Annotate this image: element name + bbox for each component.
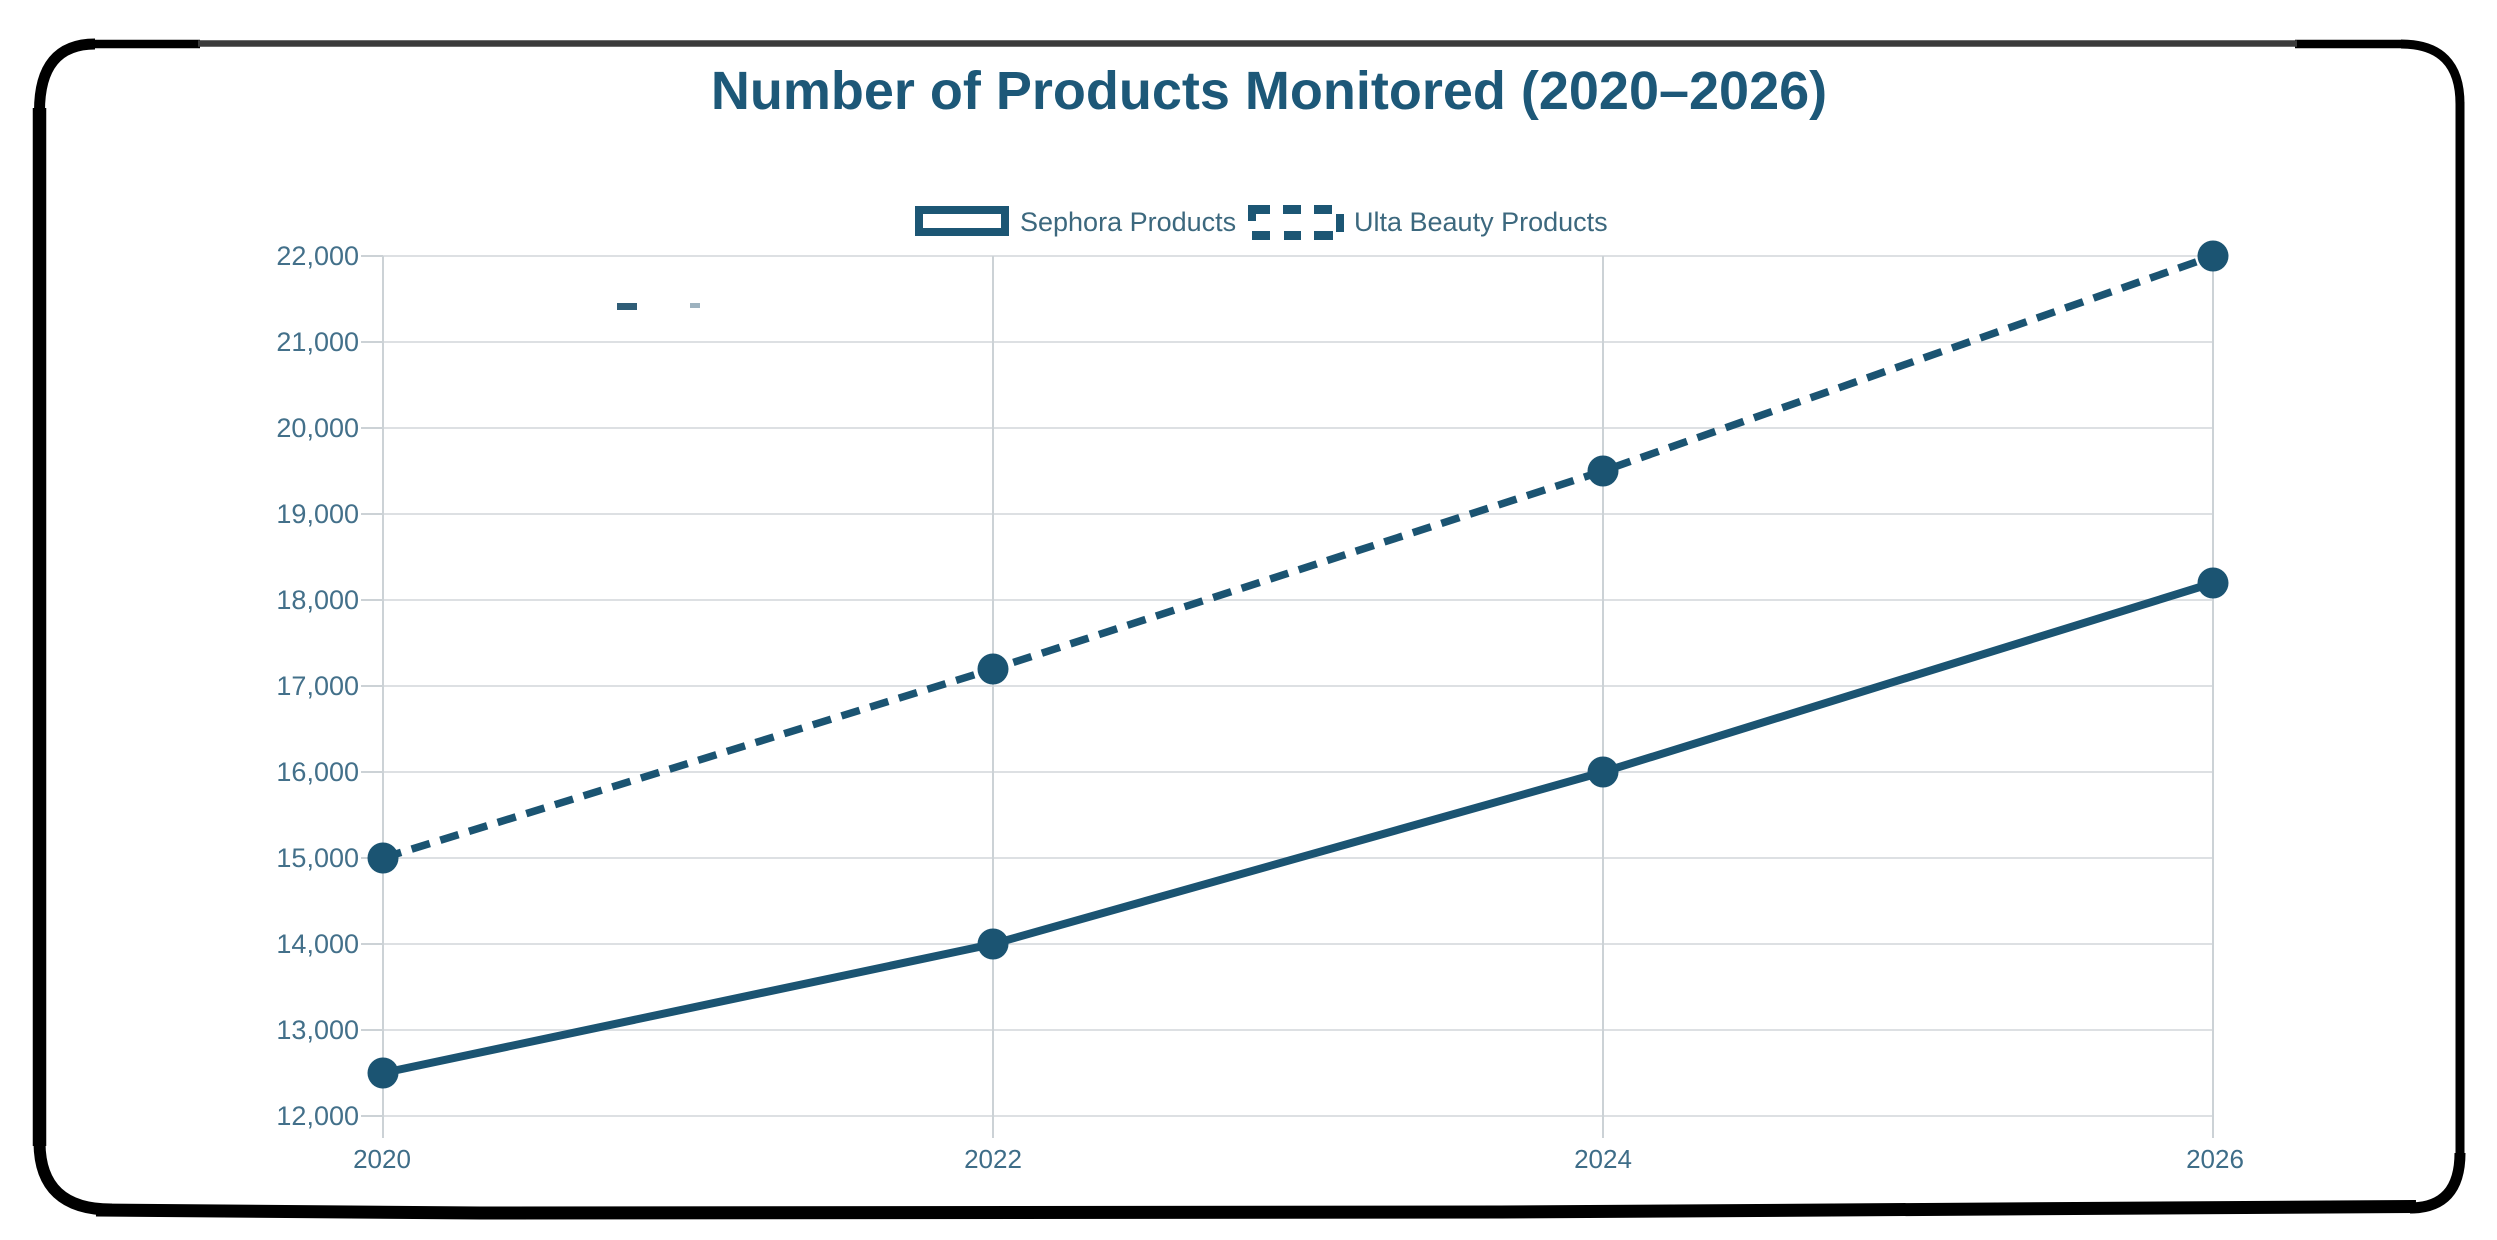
svg-text:22,000: 22,000 [276,241,359,271]
svg-text:18,000: 18,000 [276,585,359,615]
svg-text:13,000: 13,000 [276,1015,359,1045]
svg-text:12,000: 12,000 [276,1101,359,1131]
svg-text:17,000: 17,000 [276,671,359,701]
svg-text:21,000: 21,000 [276,327,359,357]
svg-text:19,000: 19,000 [276,499,359,529]
svg-text:2020: 2020 [353,1144,411,1174]
svg-text:14,000: 14,000 [276,929,359,959]
svg-text:Ulta Beauty Products: Ulta Beauty Products [1354,207,1608,237]
svg-text:2022: 2022 [964,1144,1022,1174]
svg-text:20,000: 20,000 [276,413,359,443]
svg-text:Sephora Products: Sephora Products [1020,207,1236,237]
svg-text:Number of Products Monitored (: Number of Products Monitored (2020–2026) [711,61,1827,121]
svg-text:2024: 2024 [1574,1144,1632,1174]
svg-text:2026: 2026 [2186,1144,2244,1174]
svg-text:16,000: 16,000 [276,757,359,787]
svg-text:15,000: 15,000 [276,843,359,873]
